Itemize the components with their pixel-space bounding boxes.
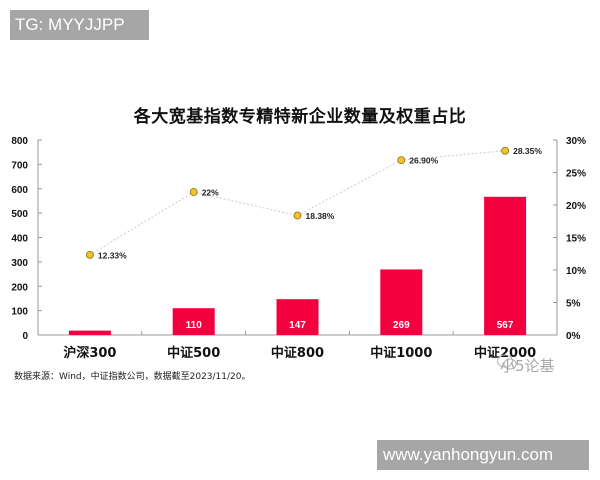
bar-value-label: 110 bbox=[186, 320, 203, 331]
y-right-tick-label: 5% bbox=[566, 299, 581, 310]
bar-series: 110 147 269 567 bbox=[68, 196, 527, 335]
bar bbox=[380, 269, 423, 335]
line-marker bbox=[397, 156, 406, 165]
y-left-tick-label: 500 bbox=[11, 209, 28, 220]
y-left-tick-label: 800 bbox=[11, 136, 28, 147]
y-left-tick-label: 600 bbox=[11, 185, 28, 196]
y-right-tick-label: 10% bbox=[566, 266, 586, 277]
x-category-label: 中证800 bbox=[271, 345, 324, 361]
x-category-label: 中证2000 bbox=[474, 345, 536, 361]
line-marker bbox=[293, 211, 302, 220]
y-left-tick-label: 700 bbox=[11, 160, 28, 171]
y-right-tick-label: 15% bbox=[566, 234, 586, 245]
bar bbox=[276, 299, 319, 335]
bar bbox=[68, 330, 111, 335]
line-marker bbox=[501, 146, 510, 155]
y-right-tick-label: 25% bbox=[566, 169, 586, 180]
x-category-label: 中证1000 bbox=[370, 345, 432, 361]
bar bbox=[172, 308, 215, 335]
weight-line bbox=[89, 150, 506, 256]
telegram-tag-overlay: TG: MYYJJPP bbox=[10, 10, 149, 40]
line-value-label: 12.33% bbox=[98, 250, 127, 260]
bar-value-label: 147 bbox=[289, 320, 306, 331]
y-left-tick-label: 300 bbox=[11, 258, 28, 269]
line-value-label: 26.90% bbox=[409, 156, 438, 166]
bar-value-label: 567 bbox=[497, 320, 514, 331]
watermark-text: 小5论基 bbox=[500, 357, 555, 375]
y-right-tick-label: 30% bbox=[566, 136, 586, 147]
y-left-tick-label: 0 bbox=[22, 331, 28, 342]
x-axis-labels: 沪深300 中证500 中证800 中证1000 中证2000 bbox=[63, 345, 536, 361]
line-value-label: 18.38% bbox=[306, 211, 335, 221]
data-source-note: 数据来源：Wind，中证指数公司，数据截至2023/11/20。 bbox=[14, 372, 251, 382]
line-series: 12.33% 22% 18.38% 26.90% 28.35% bbox=[86, 146, 542, 260]
bar bbox=[484, 196, 527, 335]
x-category-label: 沪深300 bbox=[63, 345, 116, 361]
bar-value-label: 269 bbox=[393, 320, 410, 331]
y-left-tick-label: 100 bbox=[11, 307, 28, 318]
x-category-label: 中证500 bbox=[167, 345, 220, 361]
website-overlay: www.yanhongyun.com bbox=[377, 440, 589, 470]
line-value-label: 22% bbox=[202, 188, 219, 198]
wechat-icon bbox=[497, 354, 517, 370]
line-marker bbox=[189, 188, 198, 196]
line-value-label: 28.35% bbox=[513, 146, 542, 156]
y-right-tick-label: 20% bbox=[566, 201, 586, 212]
chart-title: 各大宽基指数专精特新企业数量及权重占比 bbox=[133, 107, 467, 127]
line-marker bbox=[86, 250, 94, 259]
y-left-tick-label: 400 bbox=[11, 234, 28, 245]
y-left-tick-label: 200 bbox=[11, 282, 28, 293]
y-right-tick-label: 0% bbox=[566, 331, 581, 342]
